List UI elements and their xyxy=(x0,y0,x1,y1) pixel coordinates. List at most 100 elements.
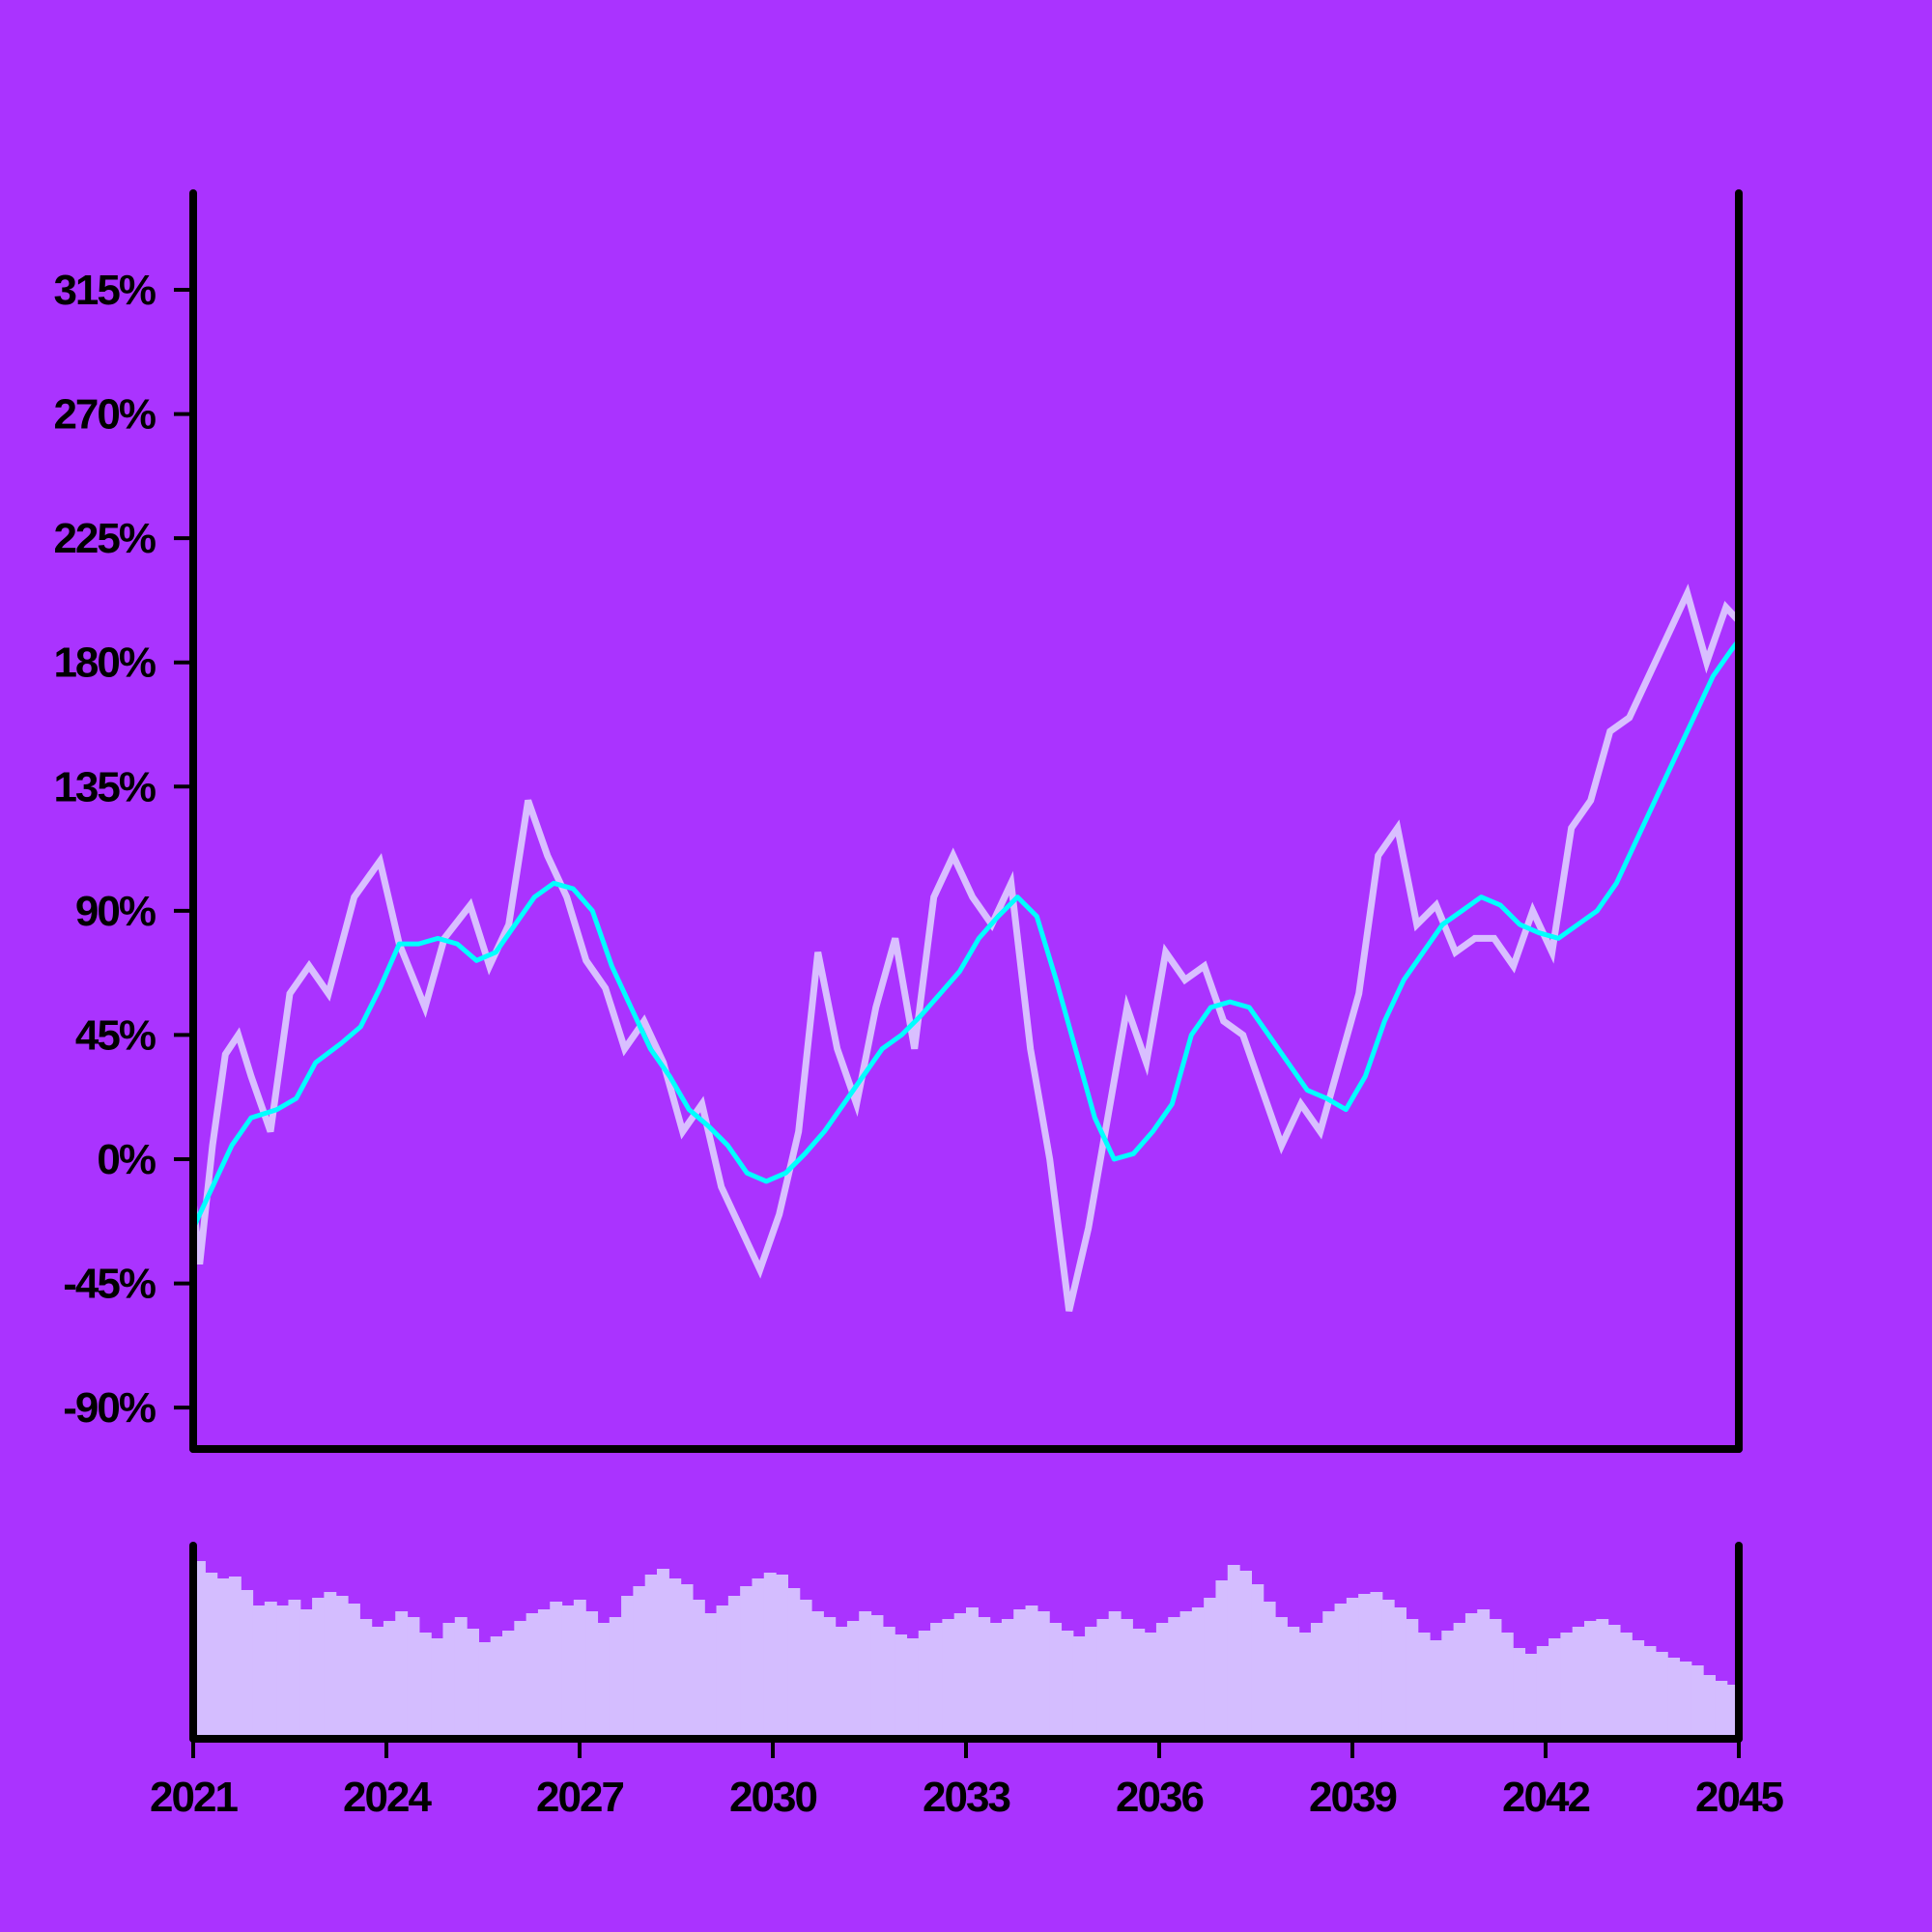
volume-bar xyxy=(1536,1646,1549,1739)
volume-bar xyxy=(1560,1633,1574,1739)
volume-bar xyxy=(740,1586,753,1739)
volume-bar xyxy=(1394,1607,1406,1739)
volume-bar xyxy=(561,1605,575,1739)
volume-bar xyxy=(823,1617,837,1739)
volume-bar xyxy=(1121,1619,1133,1739)
volume-bar xyxy=(478,1642,492,1739)
volume-bar xyxy=(1500,1633,1514,1739)
volume-bar xyxy=(299,1609,313,1739)
volume-bar xyxy=(1524,1654,1538,1739)
volume-bar xyxy=(241,1590,254,1739)
volume-bar xyxy=(1632,1640,1645,1739)
y-tick-label: 270% xyxy=(53,391,155,439)
volume-bar xyxy=(288,1600,301,1739)
volume-bar xyxy=(1513,1648,1526,1739)
volume-bar xyxy=(1239,1571,1252,1739)
volume-bar xyxy=(1453,1623,1466,1739)
volume-bar xyxy=(502,1631,515,1739)
volume-bar xyxy=(1263,1602,1276,1739)
volume-bar xyxy=(1417,1633,1431,1739)
x-tick-label: 2033 xyxy=(923,1774,1009,1821)
volume-bar xyxy=(1227,1565,1240,1739)
x-tick-label: 2030 xyxy=(729,1774,816,1821)
y-tick-label: 315% xyxy=(53,267,155,314)
volume-bar xyxy=(585,1611,599,1739)
volume-bar xyxy=(1085,1627,1097,1739)
volume-bar xyxy=(335,1596,349,1739)
y-tick-label: 0% xyxy=(97,1136,155,1183)
volume-bar xyxy=(1061,1631,1074,1739)
volume-bar xyxy=(1690,1665,1704,1739)
volume-bar xyxy=(526,1613,539,1739)
volume-bar xyxy=(763,1573,777,1739)
volume-bar xyxy=(1155,1623,1169,1739)
volume-bar xyxy=(597,1623,611,1739)
volume-bar xyxy=(1464,1613,1478,1739)
volume-bar xyxy=(882,1627,895,1739)
volume-bar xyxy=(1477,1609,1491,1739)
volume-bar xyxy=(1358,1594,1372,1739)
volume-bar xyxy=(1191,1607,1205,1739)
volume-bar xyxy=(252,1605,266,1739)
volume-bar xyxy=(1251,1584,1264,1739)
volume-bar xyxy=(1108,1611,1122,1739)
x-tick-label: 2042 xyxy=(1502,1774,1589,1821)
volume-bar xyxy=(1619,1633,1633,1739)
volume-bar xyxy=(966,1607,979,1739)
volume-bar xyxy=(1204,1598,1217,1739)
volume-bars xyxy=(193,1561,1740,1739)
volume-bar xyxy=(727,1596,741,1739)
volume-bar xyxy=(859,1611,872,1739)
volume-bar xyxy=(776,1575,788,1739)
volume-bar xyxy=(942,1619,955,1739)
volume-bar xyxy=(383,1621,396,1739)
volume-bar xyxy=(1584,1621,1597,1739)
volume-bar xyxy=(1096,1619,1110,1739)
x-axis-ticks: 2021 2024 2027 2030 2033 2036 2039 2042 2045 xyxy=(150,1739,1785,1821)
volume-bar xyxy=(264,1602,277,1739)
volume-bar xyxy=(704,1613,718,1739)
volume-bar xyxy=(431,1638,444,1739)
x-tick-label: 2039 xyxy=(1309,1774,1396,1821)
x-tick-label: 2027 xyxy=(536,1774,623,1821)
volume-bar xyxy=(1168,1617,1181,1739)
volume-panel: 2021 2024 2027 2030 2033 2036 2039 2042 2045 xyxy=(150,1542,1785,1821)
volume-bar xyxy=(228,1577,242,1739)
volume-bar xyxy=(1406,1619,1419,1739)
volume-bar xyxy=(918,1631,931,1739)
volume-bar xyxy=(407,1617,420,1739)
volume-bar xyxy=(978,1617,991,1739)
volume-bar xyxy=(1132,1629,1146,1739)
volume-bar xyxy=(895,1634,908,1739)
volume-bar xyxy=(1334,1604,1348,1739)
volume-bar xyxy=(371,1627,384,1739)
main-panel: -90% -45% 0% 45% 90% 135% 180% 225% 270% 315% xyxy=(53,189,1743,1453)
moving-average-line xyxy=(190,638,1742,1231)
volume-bar xyxy=(799,1600,812,1739)
volume-bar xyxy=(1144,1633,1157,1739)
volume-bar xyxy=(870,1615,884,1739)
volume-bar xyxy=(418,1633,432,1739)
volume-bar xyxy=(454,1617,468,1739)
y-tick-label: 225% xyxy=(53,515,155,562)
volume-bar xyxy=(906,1638,920,1739)
volume-bar xyxy=(1489,1619,1502,1739)
volume-bar xyxy=(1703,1675,1716,1739)
volume-bar xyxy=(1572,1627,1585,1739)
volume-bar xyxy=(1298,1633,1312,1739)
volume-bar xyxy=(1715,1681,1728,1739)
volume-bar xyxy=(442,1623,456,1739)
volume-bar xyxy=(930,1623,943,1739)
volume-bar xyxy=(787,1588,801,1739)
volume-bar xyxy=(467,1629,479,1739)
volume-bar xyxy=(811,1611,824,1739)
y-tick-label: 135% xyxy=(53,763,155,810)
volume-bar xyxy=(1607,1625,1621,1739)
volume-bar xyxy=(1381,1600,1395,1739)
volume-bar xyxy=(537,1609,551,1739)
volume-bar xyxy=(573,1600,586,1739)
volume-bar xyxy=(621,1596,634,1739)
volume-bar xyxy=(324,1592,337,1739)
x-tick-label: 2045 xyxy=(1695,1774,1783,1821)
